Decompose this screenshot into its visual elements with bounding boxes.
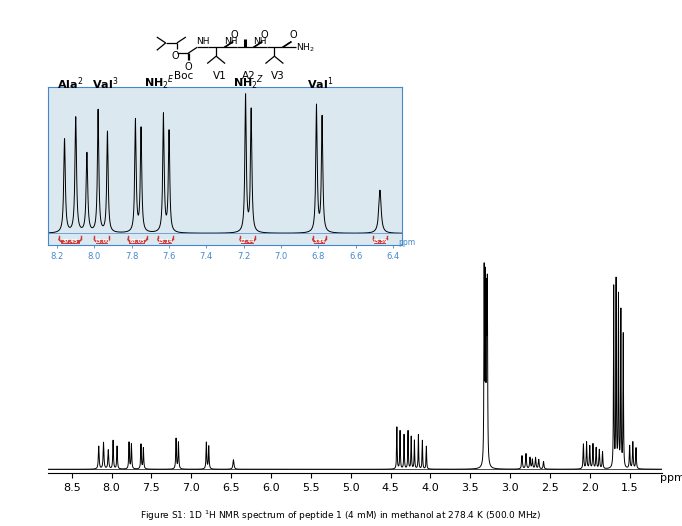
FancyBboxPatch shape — [159, 240, 172, 244]
FancyBboxPatch shape — [314, 240, 325, 244]
FancyBboxPatch shape — [130, 240, 145, 244]
Text: NH$_{2}$$^{E}$: NH$_{2}$$^{E}$ — [145, 74, 175, 93]
Text: V1: V1 — [213, 71, 226, 81]
Text: 15.14: 15.14 — [158, 239, 173, 245]
Text: NH$_2$: NH$_2$ — [296, 42, 314, 54]
Text: NH: NH — [253, 37, 267, 46]
Text: O: O — [289, 30, 297, 40]
Text: A2: A2 — [241, 71, 256, 81]
Text: 3.84: 3.84 — [313, 239, 325, 245]
Text: Val$^{1}$: Val$^{1}$ — [307, 76, 333, 93]
Text: ppm: ppm — [660, 473, 682, 483]
Text: ppm: ppm — [399, 238, 416, 247]
Text: Figure S1: 1D $^{1}$H NMR spectrum of peptide 1 (4 mM) in methanol at 278.4 K (5: Figure S1: 1D $^{1}$H NMR spectrum of pe… — [140, 509, 542, 523]
Text: O: O — [172, 51, 179, 61]
FancyBboxPatch shape — [374, 240, 385, 244]
Text: V3: V3 — [271, 71, 284, 81]
FancyBboxPatch shape — [95, 240, 108, 244]
Text: 63.05: 63.05 — [130, 239, 145, 245]
FancyBboxPatch shape — [241, 240, 254, 244]
Text: NH: NH — [196, 37, 209, 46]
Text: 12.44: 12.44 — [240, 239, 255, 245]
Text: Boc: Boc — [174, 71, 193, 81]
Text: Ala$^{2}$: Ala$^{2}$ — [57, 76, 83, 93]
Text: NH: NH — [224, 37, 237, 46]
Text: O: O — [260, 30, 268, 40]
Text: O: O — [184, 63, 192, 73]
Text: 37.45: 37.45 — [63, 239, 78, 245]
Text: O: O — [231, 30, 239, 40]
FancyBboxPatch shape — [61, 240, 80, 244]
Text: 15.59: 15.59 — [372, 239, 388, 245]
Text: NH$_{2}$$^{Z}$: NH$_{2}$$^{Z}$ — [233, 74, 264, 93]
Text: Val$^{3}$: Val$^{3}$ — [93, 76, 119, 93]
Text: 13.00: 13.00 — [94, 239, 110, 245]
